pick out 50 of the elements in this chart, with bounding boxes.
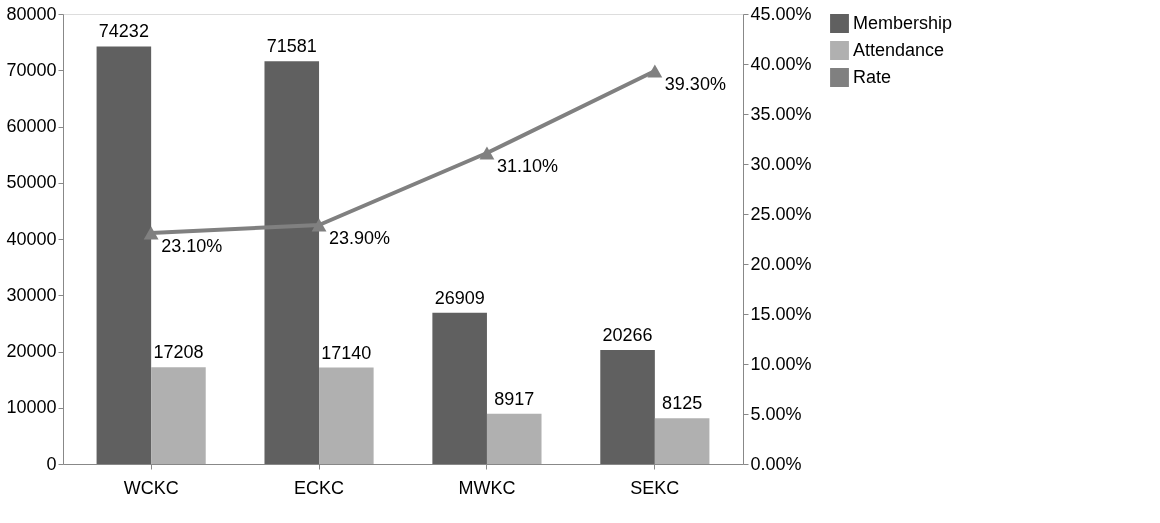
x-tick-label: ECKC xyxy=(294,477,345,498)
point xyxy=(143,226,159,240)
y2-tick-label: 5.00% xyxy=(750,403,802,424)
data-label: 23.90% xyxy=(329,228,391,248)
data-label: 74232 xyxy=(98,21,149,42)
y2-tick-label: 10.00% xyxy=(750,353,812,374)
legend-label: Attendance xyxy=(853,39,945,60)
data-label: 17208 xyxy=(153,342,204,363)
point xyxy=(311,218,327,232)
y2-tick-label: 0.00% xyxy=(750,453,802,474)
bar xyxy=(319,367,374,464)
data-label: 71581 xyxy=(266,36,317,57)
y2-tick-label: 45.00% xyxy=(750,3,812,24)
bar xyxy=(264,61,320,464)
data-label: 23.10% xyxy=(161,236,223,256)
data-label: 17140 xyxy=(321,342,372,363)
legend-label: Membership xyxy=(853,12,953,33)
data-label: 8917 xyxy=(494,388,535,409)
y2-tick-label: 40.00% xyxy=(750,53,812,74)
y-tick-label: 40000 xyxy=(6,228,57,249)
x-tick-label: SEKC xyxy=(630,477,680,498)
bar xyxy=(432,312,487,464)
bar xyxy=(96,46,152,464)
point xyxy=(647,64,663,78)
y-tick-label: 10000 xyxy=(6,397,57,418)
y2-tick-label: 25.00% xyxy=(750,203,812,224)
point xyxy=(479,146,495,160)
y2-tick-label: 35.00% xyxy=(750,103,812,124)
data-label: 39.30% xyxy=(664,74,726,94)
y-tick-label: 70000 xyxy=(6,59,57,80)
y-tick-label: 50000 xyxy=(6,172,57,193)
bar xyxy=(654,418,710,464)
data-label: 26909 xyxy=(434,287,485,308)
y-tick-label: 30000 xyxy=(6,284,57,305)
data-label: 20266 xyxy=(602,325,653,345)
y2-tick-label: 30.00% xyxy=(750,153,812,174)
y2-tick-label: 20.00% xyxy=(750,253,812,274)
data-label: 8125 xyxy=(662,393,703,414)
data-label: 31.10% xyxy=(496,156,559,176)
bar xyxy=(151,367,206,464)
bar xyxy=(486,413,542,464)
x-tick-label: WCKC xyxy=(123,477,179,498)
y-tick-label: 20000 xyxy=(6,341,57,361)
y-tick-label: 60000 xyxy=(6,116,57,136)
legend-label: Rate xyxy=(853,66,892,87)
y-tick-label: 0 xyxy=(46,453,57,474)
bar xyxy=(600,350,655,464)
x-tick-label: MWKC xyxy=(458,477,516,498)
y-tick-label: 80000 xyxy=(6,3,57,24)
y2-tick-label: 15.00% xyxy=(750,303,812,324)
